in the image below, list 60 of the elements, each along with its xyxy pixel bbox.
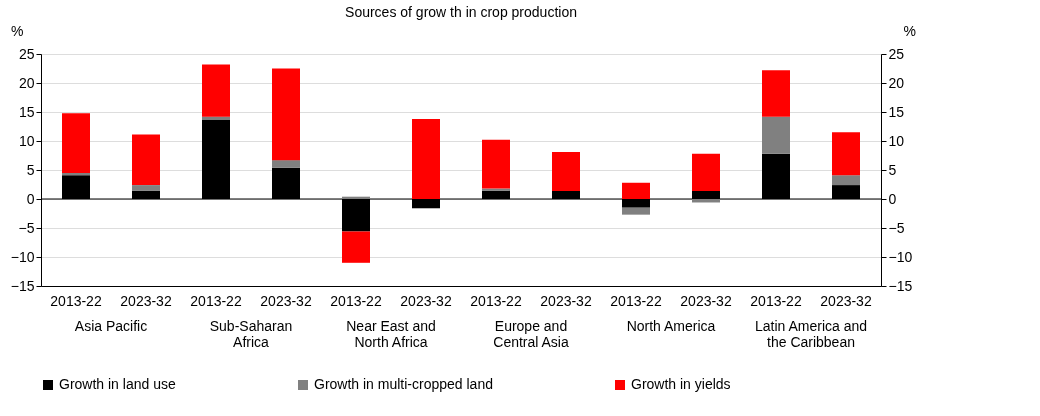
y-axis-title: % (11, 22, 24, 39)
y-tick-label: −5 (18, 219, 35, 236)
y2-tick-label: 10 (888, 132, 905, 149)
bar (832, 175, 860, 186)
y-tick-label: −15 (10, 277, 35, 294)
y-tick-label: 25 (18, 45, 35, 62)
y2-tick-label: 5 (888, 161, 897, 178)
bar (202, 64, 230, 117)
y-tick-label: 15 (18, 103, 35, 120)
bar (132, 134, 160, 186)
y2-tick-label: 25 (888, 45, 905, 62)
bar (62, 113, 90, 173)
y-tick-label: 20 (18, 74, 35, 91)
y2-tick-label: −5 (888, 219, 905, 236)
y-tick-label: −10 (10, 248, 35, 265)
y2-tick-label: −10 (888, 248, 913, 265)
bar (132, 185, 160, 191)
legend-label: Growth in multi-cropped land (314, 376, 493, 392)
bar (622, 207, 650, 215)
bar (762, 116, 790, 154)
x-tick-label: 2023-32 (400, 292, 452, 309)
y2-tick-label: −15 (888, 277, 913, 294)
x-tick-label: 2013-22 (470, 292, 522, 309)
bar (832, 132, 860, 176)
legend-label: Growth in yields (631, 376, 731, 392)
y2-tick-label: 0 (888, 190, 897, 207)
text: Asia Pacific (74, 318, 148, 334)
text: Europe and Central Asia (493, 318, 569, 350)
y2-tick-label: 20 (888, 74, 905, 91)
bar (692, 153, 720, 191)
bar (552, 152, 580, 191)
y-tick-label: 0 (26, 190, 35, 207)
text: Sub-Saharan Africa (209, 318, 293, 350)
x-tick-label: 2023-32 (120, 292, 172, 309)
x-tick-label: 2013-22 (190, 292, 242, 309)
x-tick-label: 2023-32 (680, 292, 732, 309)
bar (272, 68, 300, 161)
text: Near East and North Africa (346, 318, 436, 350)
bar (202, 116, 230, 120)
y-tick-label: 5 (26, 161, 35, 178)
x-tick-label: 2013-22 (610, 292, 662, 309)
bar (272, 160, 300, 168)
bar (412, 118, 440, 199)
x-tick-label: 2013-22 (750, 292, 802, 309)
x-tick-label: 2013-22 (330, 292, 382, 309)
chart-title: Sources of grow th in crop production (345, 4, 577, 20)
text: North America (626, 318, 716, 334)
x-tick-label: 2023-32 (260, 292, 312, 309)
y2-axis-title: % (903, 22, 916, 39)
bar (482, 139, 510, 189)
bar (342, 231, 370, 263)
bar (762, 70, 790, 117)
x-tick-label: 2023-32 (820, 292, 872, 309)
y-tick-label: 10 (18, 132, 35, 149)
bar (622, 182, 650, 199)
y2-tick-label: 15 (888, 103, 905, 120)
text: Latin America and the Caribbean (754, 318, 868, 350)
legend-label: Growth in land use (59, 376, 176, 392)
x-tick-label: 2013-22 (50, 292, 102, 309)
x-tick-label: 2023-32 (540, 292, 592, 309)
